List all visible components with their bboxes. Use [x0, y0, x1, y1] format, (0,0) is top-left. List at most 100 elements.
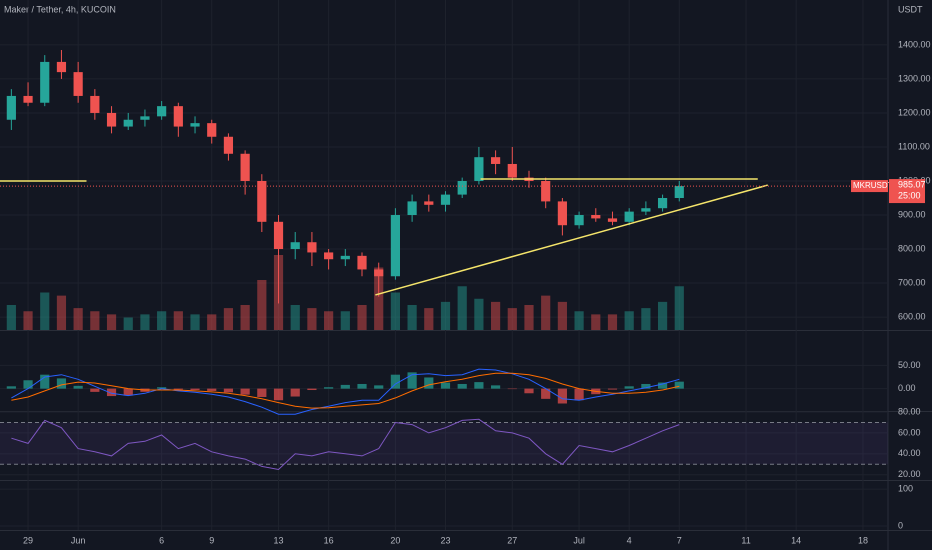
- volume-bar: [123, 317, 133, 330]
- candle-body: [106, 112, 117, 127]
- volume-bar: [474, 298, 484, 330]
- macd-histogram-bar: [23, 380, 33, 389]
- candle-body: [607, 218, 618, 222]
- y-tick-label: 0.00: [898, 383, 916, 393]
- rsi-band: [0, 422, 888, 465]
- candle-body: [357, 255, 367, 270]
- macd-histogram-bar: [56, 378, 67, 389]
- volume-bar: [557, 301, 567, 330]
- candle-body: [207, 123, 217, 137]
- candle-body: [541, 180, 551, 202]
- candle-body: [657, 198, 668, 209]
- y-tick-label: 100: [898, 483, 913, 493]
- volume-bar: [90, 311, 100, 330]
- volume-bar: [390, 292, 401, 330]
- candle-body: [240, 153, 250, 181]
- macd-histogram-bar: [273, 388, 284, 401]
- volume-bar: [674, 286, 684, 330]
- y-tick-label: 80.00: [898, 406, 921, 416]
- macd-histogram-bar: [457, 383, 467, 389]
- volume-bar: [424, 308, 434, 330]
- candle-body: [457, 180, 467, 195]
- y-tick-label: 1400.00: [898, 39, 931, 49]
- candle-body: [56, 61, 67, 73]
- x-tick-label: Jun: [71, 535, 86, 545]
- macd-histogram-bar: [541, 388, 551, 399]
- candle-body: [90, 95, 100, 113]
- candle-body: [190, 123, 200, 127]
- x-tick-label: 11: [741, 535, 750, 545]
- candle-body: [157, 106, 167, 117]
- macd-histogram-bar: [624, 386, 634, 389]
- macd-histogram-bar: [123, 388, 133, 396]
- symbol-tag: [851, 180, 888, 193]
- x-tick-label: 13: [274, 535, 284, 545]
- macd-histogram-bar: [390, 374, 401, 389]
- signal-line: [11, 372, 680, 409]
- candle-body: [273, 221, 284, 250]
- symbol-label: MKRUSDT: [853, 181, 893, 190]
- macd-histogram-bar: [240, 388, 250, 395]
- macd-histogram-bar: [641, 383, 651, 389]
- candle-body: [557, 201, 567, 226]
- macd-histogram-bar: [657, 382, 668, 389]
- volume-bar: [157, 311, 167, 330]
- volume-bar: [657, 301, 668, 330]
- macd-histogram-bar: [440, 382, 451, 389]
- x-tick-label: 6: [159, 535, 164, 545]
- volume-bar: [6, 305, 16, 330]
- x-tick-label: 16: [324, 535, 334, 545]
- macd-histogram-bar: [223, 388, 234, 393]
- macd-histogram-bar: [374, 385, 384, 389]
- macd-histogram-bar: [207, 388, 217, 391]
- volume-bar: [440, 301, 451, 330]
- candle-body: [40, 61, 50, 103]
- x-tick-label: 14: [791, 535, 801, 545]
- candle-body: [674, 186, 684, 198]
- macd-histogram-bar: [474, 382, 484, 389]
- macd-histogram-bar: [157, 387, 167, 389]
- volume-bar: [240, 305, 250, 330]
- volume-bar: [607, 314, 618, 330]
- y-tick-label: 40.00: [898, 448, 921, 458]
- volume-bar: [40, 292, 50, 330]
- price-tag: [889, 179, 925, 204]
- volume-bar: [591, 314, 601, 330]
- volume-bar: [290, 305, 300, 330]
- candle-body: [6, 95, 16, 120]
- volume-bar: [524, 305, 534, 330]
- macd-histogram-bar: [106, 388, 117, 397]
- candle-body: [290, 242, 300, 250]
- candle-body: [491, 157, 501, 164]
- macd-histogram-bar: [357, 383, 367, 389]
- volume-bar: [574, 311, 584, 330]
- volume-bar: [507, 308, 517, 330]
- macd-histogram-bar: [324, 387, 334, 389]
- candle-body: [407, 201, 417, 216]
- volume-bar: [207, 314, 217, 330]
- macd-histogram-bar: [574, 388, 584, 401]
- volume-bar: [624, 311, 634, 330]
- x-tick-label: 9: [209, 535, 214, 545]
- y-tick-label: 800.00: [898, 243, 926, 253]
- x-tick-label: 23: [440, 535, 450, 545]
- x-tick-label: Jul: [573, 535, 585, 545]
- volume-bar: [190, 314, 200, 330]
- macd-histogram-bar: [40, 374, 50, 389]
- candle-body: [440, 194, 451, 205]
- volume-bar: [223, 308, 234, 330]
- candle-body: [574, 215, 584, 226]
- macd-histogram-bar: [407, 372, 417, 389]
- volume-bar: [357, 305, 367, 330]
- trend-line: [375, 184, 768, 296]
- last-price-label: 985.07: [898, 179, 926, 189]
- volume-bar: [106, 314, 117, 330]
- candle-body: [324, 252, 334, 260]
- y-tick-label: 0: [898, 520, 903, 530]
- candle-body: [173, 106, 183, 127]
- candle-body: [340, 255, 350, 260]
- macd-histogram-bar: [424, 377, 434, 389]
- macd-histogram-bar: [90, 388, 100, 392]
- volume-bar: [491, 301, 501, 330]
